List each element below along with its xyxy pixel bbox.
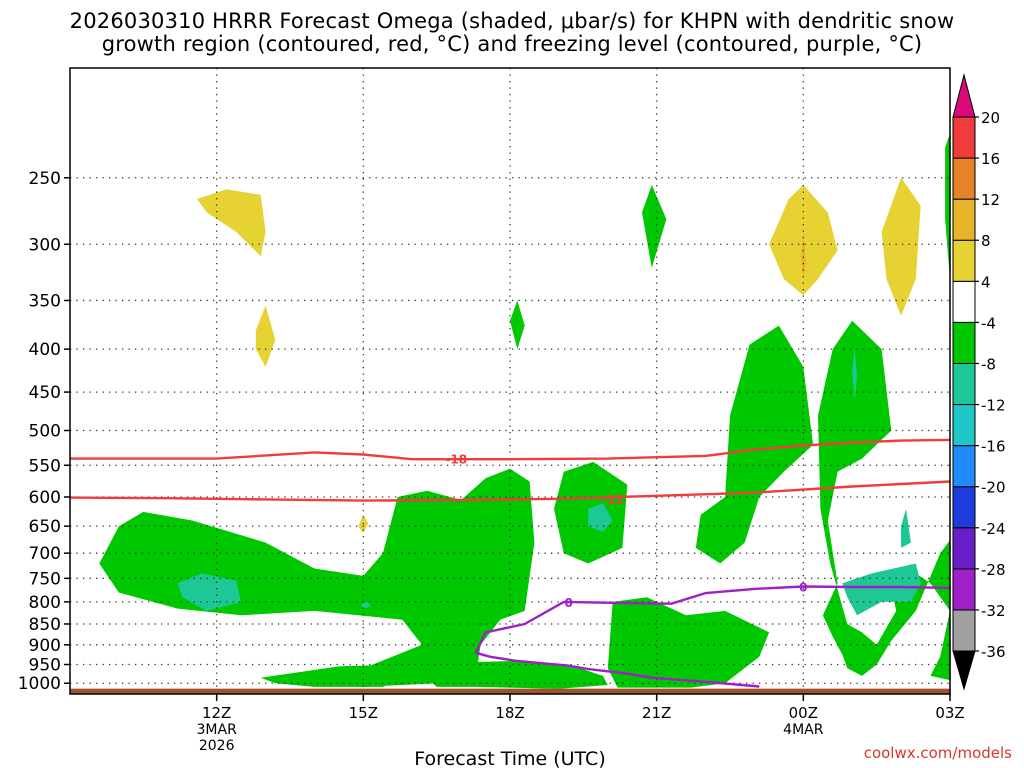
x-tick-label-21Z: 21Z [642,704,671,722]
colorbar-label-12: 12 [981,191,1000,209]
colorbar-label--36: -36 [981,643,1006,661]
colorbar-swatch-8 [952,198,976,241]
x-tick-label-12Z: 12Z [202,704,231,722]
x-axis-label: Forecast Time (UTC) [414,748,605,768]
y-tick-label-350: 350 [29,291,61,311]
x-tick-label-15Z: 15Z [349,704,378,722]
colorbar-label-4: 4 [981,273,991,291]
ground-layer [70,688,950,694]
colorbar-label-8: 8 [981,232,991,250]
colorbar-swatch-min [952,650,976,691]
colorbar-label--16: -16 [981,438,1006,456]
omega-region-13 [852,349,858,401]
omega-region-1 [260,660,608,689]
colorbar-label--20: -20 [981,479,1006,497]
colorbar-swatch-16 [952,116,976,159]
ground-surface [70,688,950,694]
omega-region-0 [99,468,535,687]
x-tick-label-03Z: 03Z [935,704,964,722]
site-credit[interactable]: coolwx.com/models [863,744,1012,762]
y-tick-label-650: 650 [29,517,61,537]
x-tick-label-18Z: 18Z [495,704,524,722]
colorbar-label--8: -8 [981,355,996,373]
y-tick-label-900: 900 [29,636,61,656]
omega-shading-layer [99,133,950,689]
colorbar-swatch--4 [952,280,976,323]
x-tick-sublabel-12Z-1: 2026 [199,738,235,754]
y-tick-label-400: 400 [29,340,61,360]
chart-title-line2: growth region (contoured, red, °C) and f… [101,32,923,56]
colorbar-swatch--36 [952,609,976,652]
contour-label-0: 0 [564,596,572,610]
contour-label--18: -18 [445,453,467,467]
colorbar-label--32: -32 [981,602,1006,620]
colorbar-swatch--24 [952,486,976,529]
colorbar-label--28: -28 [981,561,1006,579]
y-tick-label-250: 250 [29,169,61,189]
y-tick-label-450: 450 [29,383,61,403]
contour-line--12 [70,480,950,502]
colorbar-swatch--16 [952,404,976,447]
y-tick-label-600: 600 [29,488,61,508]
colorbar-label--24: -24 [981,520,1006,538]
y-tick-label-500: 500 [29,422,61,442]
omega-region-22 [800,231,806,279]
omega-region-11 [842,563,921,616]
colorbar-swatch-12 [952,157,976,200]
y-tick-label-750: 750 [29,569,61,589]
omega-region-4 [695,325,814,564]
colorbar-swatch--12 [952,362,976,406]
omega-region-17 [255,305,276,367]
colorbar-label-16: 16 [981,150,1000,168]
omega-region-7 [642,185,667,268]
omega-region-20 [881,177,921,316]
colorbar: -36 -32 -28 -24 -20 -16 -12 -8 -4 4 8 12 16 20 [952,73,1006,691]
y-tick-label-300: 300 [29,235,61,255]
contour-line--18 [70,438,950,461]
omega-region-10 [588,503,613,532]
colorbar-swatch--32 [952,568,976,611]
y-tick-label-1000: 1000 [18,674,61,694]
y-tick-label-800: 800 [29,593,61,613]
colorbar-swatch--28 [952,527,976,570]
colorbar-swatch-4 [952,239,976,282]
contour-lines-layer: -18 -12 0 0 [70,438,950,688]
x-tick-label-00Z: 00Z [789,704,818,722]
omega-region-8 [510,300,525,350]
colorbar-swatch-max [952,73,976,118]
y-tick-label-700: 700 [29,544,61,564]
chart-title-line1: 2026030310 HRRR Forecast Omega (shaded, … [69,9,955,33]
contour-line-0 [474,585,950,688]
omega-region-16 [197,189,266,257]
colorbar-swatch--8 [952,321,976,364]
contour-label--12: -12 [602,493,624,507]
omega-region-12 [901,508,911,548]
axes-layer: 2503003504004505005506006507007508008509… [18,67,965,754]
y-tick-label-550: 550 [29,456,61,476]
x-tick-sublabel-12Z-0: 3MAR [197,722,238,738]
contour-label-0-0: 0 [799,581,807,595]
omega-region-6 [945,133,950,279]
y-tick-label-950: 950 [29,656,61,676]
omega-region-2 [607,597,770,688]
colorbar-label-20: 20 [981,109,1000,127]
colorbar-swatch--20 [952,445,976,488]
colorbar-label--4: -4 [981,314,996,332]
omega-region-9 [177,573,242,611]
x-tick-sublabel-00Z-0: 4MAR [783,722,824,738]
y-tick-label-850: 850 [29,615,61,635]
colorbar-label--12: -12 [981,397,1006,415]
omega-region-15 [360,601,371,609]
